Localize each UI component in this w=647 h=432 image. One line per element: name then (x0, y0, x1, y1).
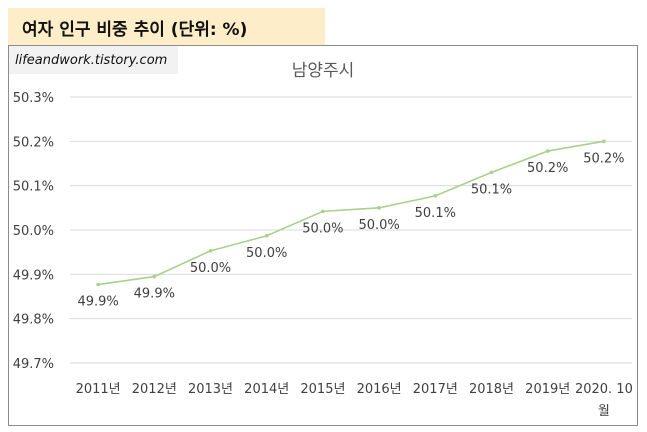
series-line (97, 140, 605, 286)
data-point (208, 249, 213, 253)
data-point (96, 282, 100, 287)
y-axis-ticks: 49.7% 49.8% 49.9% 50.0% 50.1% 50.2% 50.3% (13, 91, 54, 372)
data-label: 50.1% (471, 182, 512, 197)
data-label: 50.2% (527, 161, 568, 176)
data-label: 50.2% (583, 151, 624, 166)
data-point (602, 139, 606, 144)
y-tick-label: 49.7% (13, 357, 54, 372)
x-tick-label: 2018년 (469, 382, 514, 397)
y-tick-label: 49.8% (13, 313, 54, 328)
data-point (433, 194, 438, 198)
x-tick-label: 2014년 (244, 382, 289, 397)
x-tick-label: 2020. 10 월 (575, 382, 633, 419)
data-labels: 49.9% 49.9% 50.0% 50.0% 50.0% 50.0% 50.1% 50.1%… (77, 151, 624, 309)
x-tick-label: 2012년 (132, 382, 177, 397)
data-point (321, 209, 325, 214)
gridlines (70, 96, 632, 364)
chart-frame (8, 45, 638, 426)
data-label: 50.1% (415, 206, 456, 221)
data-point (545, 149, 550, 153)
x-axis-ticks: 2011년 2012년 2013년 2014년 2015년 2016년 2017년 2018년… (76, 382, 633, 419)
x-tick-label: 2013년 (188, 382, 233, 397)
y-tick-label: 50.0% (13, 224, 54, 239)
y-tick-label: 50.3% (13, 91, 54, 106)
page-title: 여자 인구 비중 추이 (단위: %) (22, 20, 248, 40)
data-point (264, 233, 269, 238)
x-tick-label: 2011년 (76, 382, 121, 397)
series-group (96, 139, 606, 287)
watermark-background (9, 46, 178, 74)
x-tick-label: 2017년 (413, 382, 458, 397)
x-tick-label: 2015년 (300, 382, 345, 397)
y-tick-label: 50.2% (13, 135, 54, 150)
data-label: 50.0% (246, 246, 287, 261)
data-label: 50.0% (190, 261, 231, 276)
chart-title: 남양주시 (292, 61, 355, 81)
data-label: 49.9% (134, 287, 175, 302)
data-point (489, 170, 494, 175)
y-tick-label: 50.1% (13, 180, 54, 195)
data-label: 50.0% (358, 218, 399, 233)
y-tick-label: 49.9% (13, 268, 54, 283)
header-band (8, 8, 325, 45)
data-point (152, 274, 157, 279)
data-label: 49.9% (77, 295, 118, 310)
x-tick-label: 2016년 (357, 382, 402, 397)
data-label: 50.0% (302, 221, 343, 236)
watermark: lifeandwork.tistory.com (15, 53, 168, 68)
x-tick-label: 2019년 (525, 382, 570, 397)
data-point (377, 206, 381, 210)
